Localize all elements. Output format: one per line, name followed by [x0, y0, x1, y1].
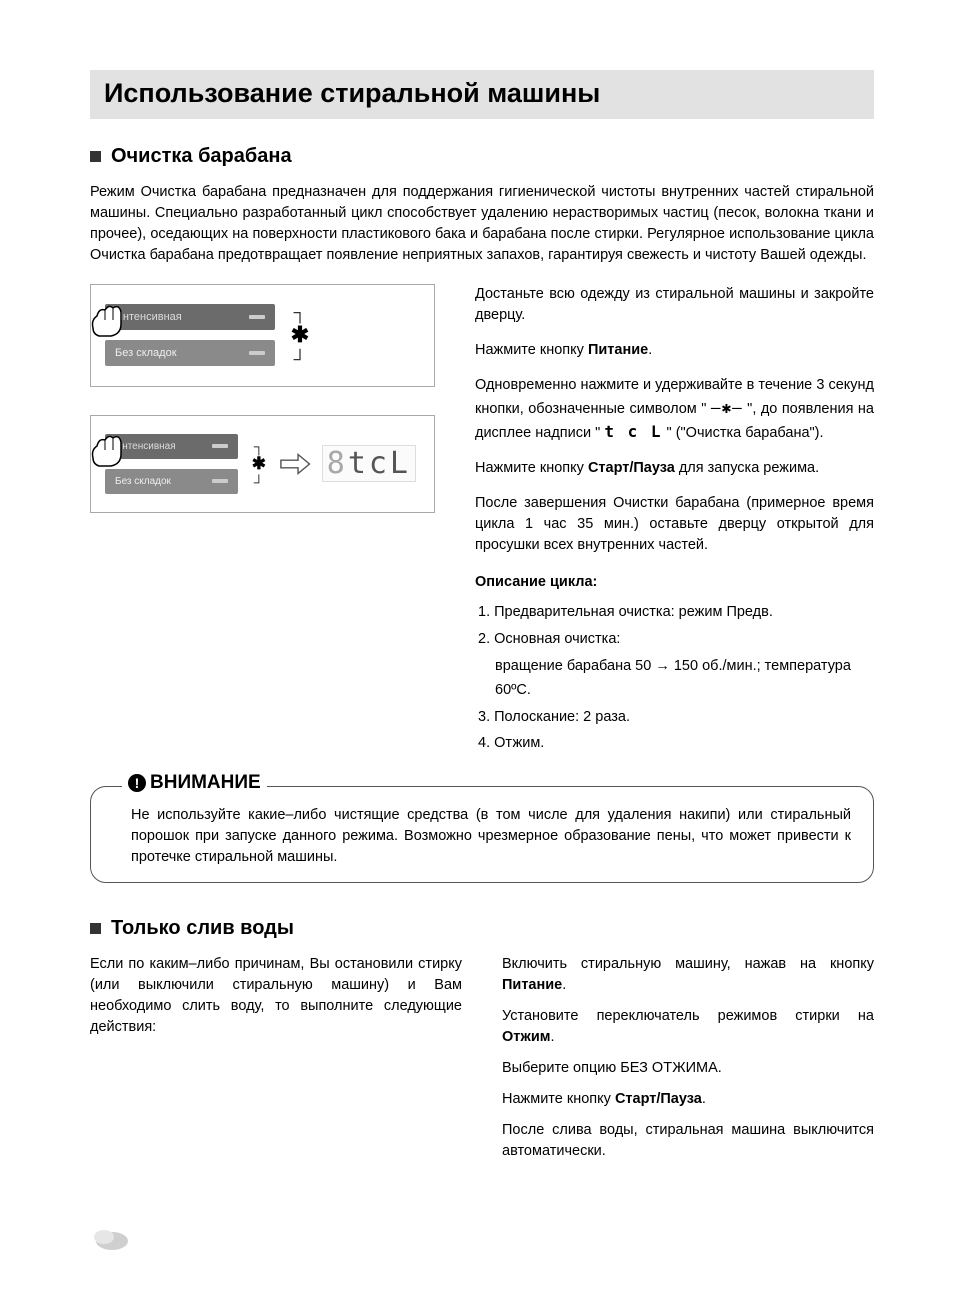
footer-blob-icon	[90, 1225, 130, 1251]
step-text: После завершения Очистки барабана (приме…	[475, 493, 874, 556]
hand-icon	[87, 298, 131, 342]
left-column-panels: Интенсивная Без складок ┐ ✱ ┘	[90, 284, 435, 758]
section-drain-only: Только слив воды Если по каким–либо прич…	[90, 917, 874, 1172]
right-column-steps: Достаньте всю одежду из стиральной машин…	[475, 284, 874, 758]
hand-icon	[87, 428, 131, 472]
section-drum-clean: Очистка барабана Режим Очистка барабана …	[90, 145, 874, 758]
button-stack: Интенсивная Без складок	[105, 434, 238, 494]
arrow-right-icon	[279, 452, 311, 476]
step-text: Достаньте всю одежду из стиральной машин…	[475, 284, 874, 326]
cycle-list: 1. Предварительная очистка: режим Предв.…	[475, 600, 874, 756]
drain-step: Выберите опцию БЕЗ ОТЖИМА.	[502, 1058, 874, 1079]
intro-text: Режим Очистка барабана предназначен для …	[90, 182, 874, 266]
cycle-item: 1. Предварительная очистка: режим Предв.	[478, 600, 874, 625]
bracket-star-icon: ┐ ✱ ┘	[248, 439, 269, 489]
exclaim-icon: !	[128, 774, 146, 792]
drain-intro: Если по каким–либо причинам, Вы останови…	[90, 954, 462, 1038]
drain-step: Включить стиральную машину, нажав на кно…	[502, 954, 874, 996]
drain-step: Нажмите кнопку Старт/Пауза.	[502, 1089, 874, 1110]
cycle-item: 4. Отжим.	[478, 731, 874, 756]
drain-step: Установите переключатель режимов стирки …	[502, 1006, 874, 1048]
led-dash-icon	[212, 444, 228, 448]
caution-box: ! ВНИМАНИЕ Не используйте какие–либо чис…	[90, 786, 874, 883]
drain-step: После слива воды, стиральная машина выкл…	[502, 1120, 874, 1162]
wm-button-nowrinkle: Без складок	[105, 469, 238, 494]
drain-right-steps: Включить стиральную машину, нажав на кно…	[502, 954, 874, 1172]
button-label: Без складок	[115, 347, 177, 359]
page-title: Использование стиральной машины	[90, 70, 874, 119]
heading-drain-only: Только слив воды	[90, 917, 874, 940]
lcd-display: 8tcL	[322, 445, 416, 482]
caution-label-text: ВНИМАНИЕ	[150, 772, 261, 794]
step-text: Одновременно нажмите и удерживайте в теч…	[475, 375, 874, 444]
bracket-star-icon: ┐ ✱ ┘	[285, 303, 315, 368]
star-symbol-inline: ‒✱‒	[711, 398, 743, 417]
caution-label: ! ВНИМАНИЕ	[122, 772, 267, 794]
heading-drum-clean: Очистка барабана	[90, 145, 874, 168]
led-dash-icon	[212, 479, 228, 483]
button-label: Без складок	[115, 476, 171, 487]
two-column-layout: Интенсивная Без складок ┐ ✱ ┘	[90, 284, 874, 758]
cycle-subitem: вращение барабана 50 → 150 об./мин.; тем…	[478, 654, 874, 703]
drain-columns: Если по каким–либо причинам, Вы останови…	[90, 954, 874, 1172]
panel-illustration-2: Интенсивная Без складок ┐ ✱ ┘	[90, 415, 435, 513]
drain-left-text: Если по каким–либо причинам, Вы останови…	[90, 954, 462, 1172]
tcl-inline: t c L	[604, 422, 662, 441]
cycle-heading: Описание цикла:	[475, 572, 874, 593]
cycle-item: 2. Основная очистка:	[478, 627, 874, 652]
panel-illustration-1: Интенсивная Без складок ┐ ✱ ┘	[90, 284, 435, 387]
page: Использование стиральной машины Очистка …	[0, 0, 954, 1301]
cycle-item: 3. Полоскание: 2 раза.	[478, 705, 874, 730]
wm-button-nowrinkle: Без складок	[105, 340, 275, 366]
step-text: Нажмите кнопку Старт/Пауза для запуска р…	[475, 458, 874, 479]
caution-text: Не используйте какие–либо чистящие средс…	[90, 786, 874, 883]
step-text: Нажмите кнопку Питание.	[475, 340, 874, 361]
led-dash-icon	[249, 351, 265, 355]
button-stack: Интенсивная Без складок	[105, 304, 275, 366]
led-dash-icon	[249, 315, 265, 319]
